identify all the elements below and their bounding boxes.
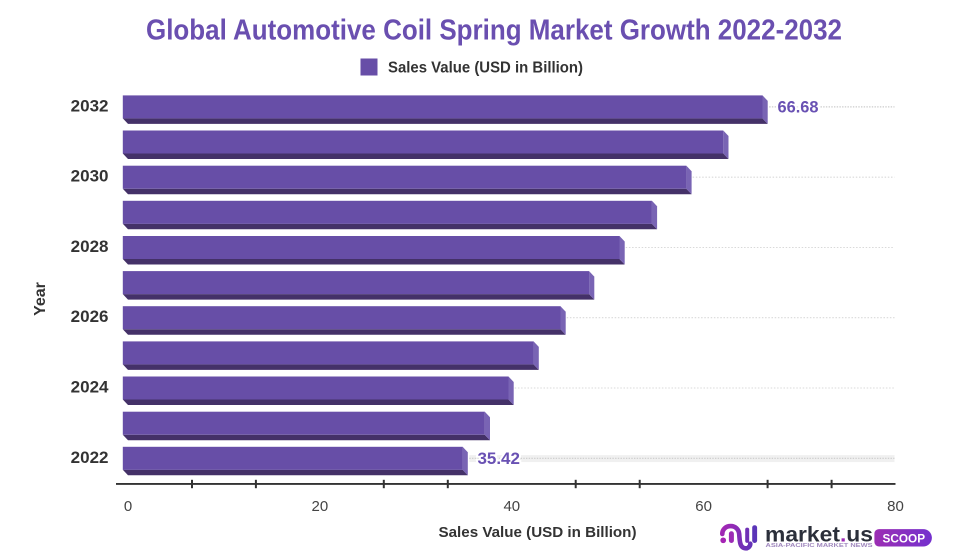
svg-text:2030: 2030 bbox=[71, 167, 109, 186]
svg-text:80: 80 bbox=[887, 498, 904, 515]
svg-text:0: 0 bbox=[124, 498, 132, 515]
svg-text:60: 60 bbox=[695, 498, 712, 515]
svg-text:Global Automotive Coil Spring: Global Automotive Coil Spring Market Gro… bbox=[146, 15, 842, 47]
svg-text:Year: Year bbox=[32, 282, 49, 316]
svg-text:ASIA-PACIFIC MARKET NEWS: ASIA-PACIFIC MARKET NEWS bbox=[766, 543, 874, 549]
svg-text:2022: 2022 bbox=[71, 448, 109, 467]
svg-text:Sales Value (USD in Billion): Sales Value (USD in Billion) bbox=[388, 60, 583, 77]
svg-text:Sales Value (USD in Billion): Sales Value (USD in Billion) bbox=[439, 524, 637, 541]
svg-text:2028: 2028 bbox=[71, 237, 109, 256]
svg-text:35.42: 35.42 bbox=[477, 449, 520, 468]
svg-text:market.us: market .us bbox=[765, 522, 873, 546]
svg-text:20: 20 bbox=[312, 498, 329, 515]
svg-text:40: 40 bbox=[503, 498, 520, 515]
svg-text:2024: 2024 bbox=[71, 378, 109, 397]
svg-text:SCOOP: SCOOP bbox=[883, 531, 926, 545]
svg-text:66.68: 66.68 bbox=[778, 98, 819, 117]
svg-text:2032: 2032 bbox=[71, 96, 109, 115]
svg-text:2026: 2026 bbox=[71, 307, 109, 326]
